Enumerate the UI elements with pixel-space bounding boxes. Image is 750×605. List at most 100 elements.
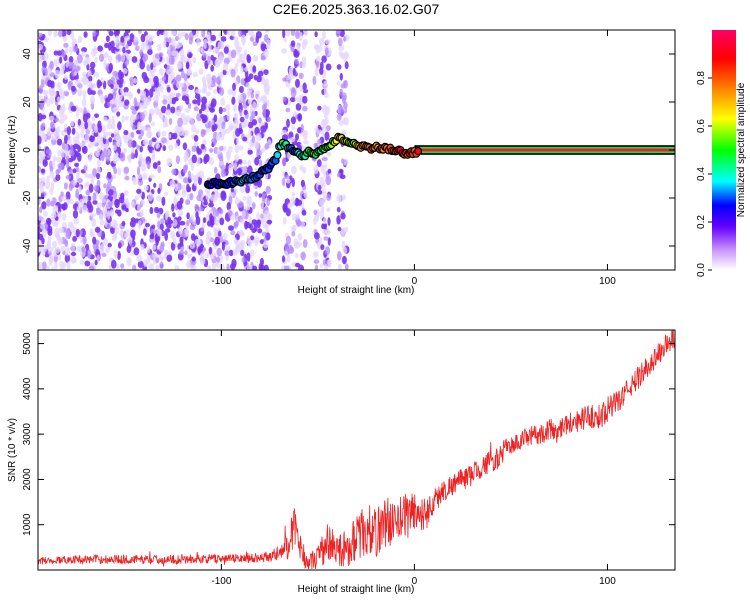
spectrogram-noise-cell [64, 134, 68, 145]
spectrogram-noise-cell [71, 127, 76, 135]
spectrogram-noise-cell [195, 129, 200, 134]
spectrogram-y-ticks: -40 -20 0 20 40 [22, 48, 675, 253]
spectrogram-noise-cell [47, 235, 52, 243]
spectrogram-noise-cell [317, 190, 323, 195]
spectrogram-noise-cell [146, 64, 150, 72]
spectrogram-noise-cell [79, 229, 83, 236]
spectrogram-noise-cell [124, 99, 130, 106]
spectrogram-noise-cell [147, 192, 154, 202]
spectrogram-noise-cell [107, 55, 113, 63]
spectrogram-noise-cell [216, 256, 220, 263]
spectrogram-noise-cell [38, 261, 43, 270]
spectrogram-noise-cell [88, 204, 94, 213]
spectrogram-noise-cell [83, 165, 88, 171]
spectrogram-noise-cell [40, 177, 46, 184]
spectrogram-noise-cell [81, 47, 88, 53]
spectrogram-noise-cell [69, 223, 75, 233]
spectrogram-noise-cell [245, 185, 251, 194]
spectrogram-noise-cell [108, 171, 112, 180]
spectrogram-noise-cell [49, 187, 54, 196]
spectrogram-noise-cell [139, 209, 144, 218]
spectrogram-noise-cell [222, 62, 229, 71]
spectrogram-noise-cell [247, 149, 253, 155]
spectrogram-noise-cell [151, 232, 155, 240]
colorbar-tick-label: 0.8 [696, 71, 707, 85]
spectrogram-noise-cell [251, 265, 258, 270]
spectrogram-noise-cell [283, 37, 288, 43]
spectrogram-noise-cell [167, 96, 172, 105]
spectrogram-noise-cell [284, 174, 290, 180]
spectrogram-noise-cell [230, 161, 235, 170]
spectrogram-noise-cell [50, 200, 55, 207]
spectrogram-noise-cell [166, 222, 172, 229]
spectrogram-noise-cell [210, 219, 214, 228]
spectrogram-noise-cell [122, 147, 127, 154]
spectrogram-noise-cell [163, 64, 168, 69]
spectrogram-noise-cell [119, 152, 126, 162]
spectrogram-noise-cell [163, 30, 169, 36]
spectrogram-noise-cell [160, 255, 164, 262]
spectrogram-noise-cell [116, 111, 121, 117]
spectrogram-noise-cell [64, 143, 69, 154]
spectrogram-noise-cell [120, 87, 124, 94]
spectrogram-noise-cell [181, 190, 187, 197]
spectrogram-noise-cell [302, 105, 308, 112]
spectrogram-noise-cell [343, 51, 349, 59]
spectrogram-noise-cell [44, 90, 49, 97]
spectrogram-noise-cell [90, 212, 96, 218]
spectrogram-noise-cell [135, 45, 140, 51]
spectrogram-noise-cell [60, 148, 65, 158]
spectrogram-noise-cell [170, 230, 176, 240]
spectrogram-noise-cell [86, 63, 90, 71]
spectrogram-noise-cell [175, 43, 180, 49]
spectrogram-noise-cell [324, 131, 330, 141]
spectrogram-x-tick-label: 100 [599, 276, 616, 287]
spectrogram-noise-cell [197, 176, 202, 185]
spectrogram-noise-cell [159, 261, 164, 270]
snr-x-label: Height of straight line (km) [298, 584, 415, 595]
spectrogram-noise-cell [140, 243, 145, 251]
spectrogram-noise-cell [266, 99, 270, 107]
colorbar-tick-label: 0.6 [696, 119, 707, 133]
spectrogram-noise-cell [282, 217, 287, 225]
spectrogram-noise-cell [151, 137, 157, 143]
spectrogram-noise-cell [198, 108, 203, 114]
spectrogram-noise-cell [103, 134, 108, 139]
spectrogram-noise-cell [337, 226, 342, 232]
spectrogram-noise-cell [294, 58, 299, 65]
spectrogram-noise-cell [164, 231, 168, 241]
spectrogram-noise-cell [295, 30, 300, 40]
spectrogram-noise-cell [125, 207, 129, 213]
spectrogram-noise-cell [266, 39, 271, 46]
spectrogram-noise-cell [210, 34, 216, 42]
spectrogram-noise-cell [254, 167, 259, 173]
spectrogram-noise-cell [38, 151, 42, 157]
spectrogram-noise-cell [60, 63, 66, 72]
spectrogram-noise-cell [79, 259, 85, 266]
spectrogram-noise-cell [49, 121, 54, 129]
spectrogram-noise-cell [320, 244, 325, 251]
spectrogram-noise-cell [171, 133, 176, 140]
spectrogram-noise-cell [198, 68, 204, 75]
spectrogram-noise-cell [64, 253, 71, 263]
spectrogram-noise-cell [256, 219, 261, 229]
spectrogram-noise-cell [185, 199, 191, 206]
spectrogram-noise-cell [286, 255, 291, 263]
spectrogram-noise-cell [113, 30, 120, 37]
spectrogram-noise-cell [215, 76, 221, 85]
spectrogram-noise-cell [118, 83, 123, 88]
signal-track-point [415, 148, 421, 155]
spectrogram-noise-cell [73, 60, 79, 66]
spectrogram-noise-cell [320, 164, 325, 171]
spectrogram-noise-cell [88, 183, 94, 193]
spectrogram-noise-cell [54, 117, 59, 123]
spectrogram-noise-cell [166, 86, 171, 93]
spectrogram-noise-cell [41, 237, 45, 245]
spectrogram-noise-cell [42, 159, 48, 167]
spectrogram-noise-cell [317, 184, 322, 191]
spectrogram-noise-cell [150, 228, 156, 236]
spectrogram-noise-cell [218, 106, 223, 115]
spectrogram-noise-cell [221, 121, 226, 130]
spectrogram-noise-cell [123, 91, 130, 97]
spectrogram-noise-cell [303, 132, 308, 140]
